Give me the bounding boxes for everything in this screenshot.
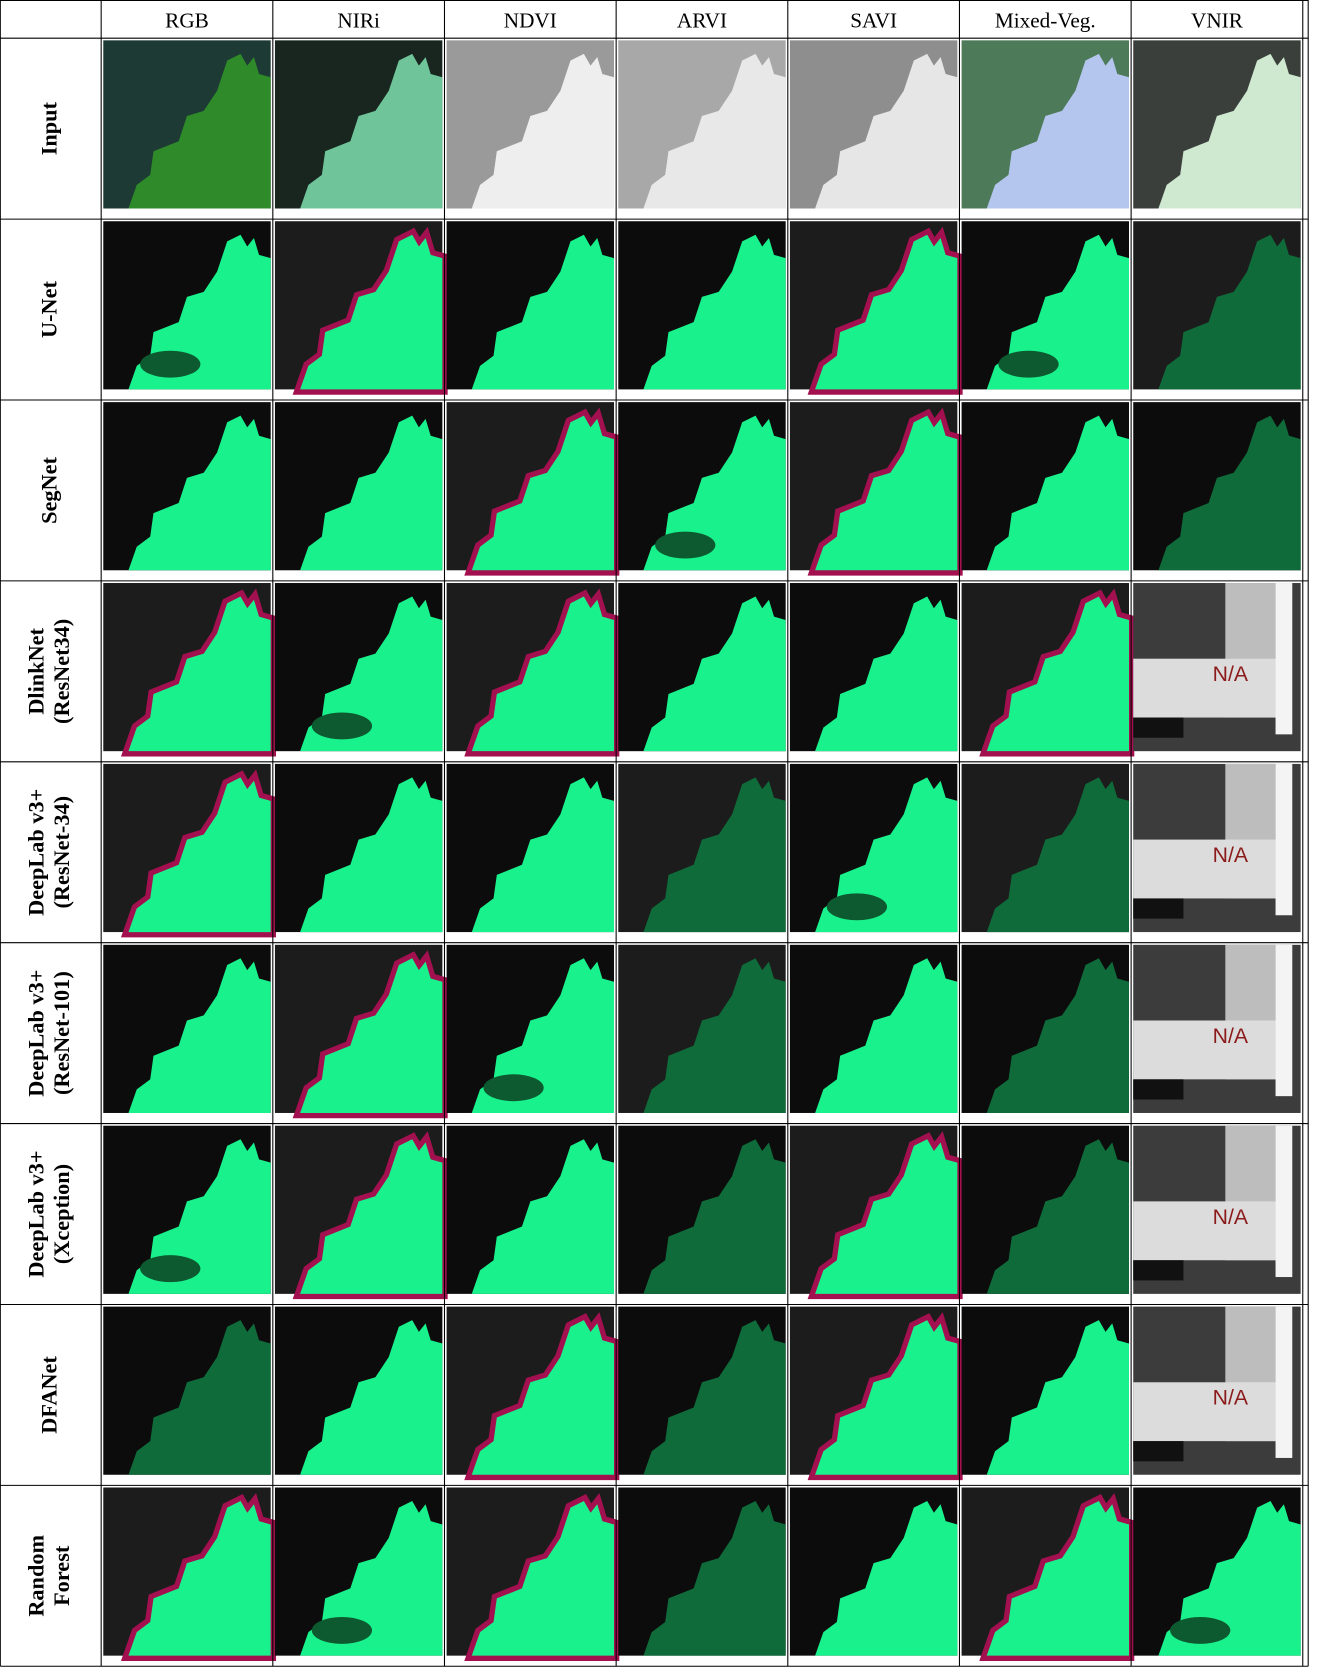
row-label: Forest	[49, 1545, 74, 1606]
row-label: U-Net	[36, 281, 61, 338]
na-block	[1133, 1079, 1183, 1099]
na-block	[1133, 659, 1284, 718]
row-label: DlinkNet	[24, 627, 49, 714]
na-block	[1133, 1260, 1183, 1280]
na-text: N/A	[1213, 663, 1249, 686]
thumbnail-patch	[312, 1617, 372, 1644]
na-block	[1276, 583, 1293, 734]
row-label: DeepLab v3+	[24, 1150, 49, 1277]
thumbnail-patch	[140, 351, 200, 378]
row-label: Input	[36, 101, 61, 155]
column-header: ARVI	[677, 9, 727, 33]
page: RGB NIRi NDVI ARVI SAVI Mixed-Veg. VNIR Input U-…	[0, 0, 1317, 1672]
thumbnail-patch	[483, 1074, 543, 1101]
na-block	[1133, 1441, 1183, 1461]
na-block	[1276, 945, 1293, 1096]
row-label: DeepLab v3+	[24, 970, 49, 1097]
column-header: VNIR	[1191, 9, 1244, 33]
na-block	[1133, 1382, 1284, 1441]
na-block	[1133, 840, 1284, 899]
row-label: DFANet	[36, 1356, 61, 1434]
na-block	[1276, 764, 1293, 915]
thumbnail-patch	[655, 532, 715, 559]
thumbnail-patch	[1170, 1617, 1230, 1644]
row-label: (Xception)	[49, 1164, 74, 1264]
column-header: NDVI	[504, 9, 557, 33]
thumbnail-patch	[827, 893, 887, 920]
thumbnail-patch	[998, 351, 1058, 378]
row-label: (ResNet34)	[49, 619, 74, 724]
na-block	[1133, 1020, 1284, 1079]
na-block	[1133, 1201, 1284, 1260]
na-text: N/A	[1213, 1387, 1249, 1410]
row-label: (ResNet-34)	[49, 796, 74, 909]
row-label: DeepLab v3+	[24, 789, 49, 916]
na-text: N/A	[1213, 844, 1249, 867]
na-block	[1133, 718, 1183, 738]
row-label: SegNet	[36, 456, 61, 523]
na-block	[1133, 898, 1183, 918]
figure-table: RGB NIRi NDVI ARVI SAVI Mixed-Veg. VNIR Input U-…	[0, 0, 1317, 1672]
thumbnail-patch	[312, 713, 372, 740]
na-text: N/A	[1213, 1206, 1249, 1229]
thumbnail-patch	[140, 1255, 200, 1282]
column-header: SAVI	[850, 9, 897, 33]
row-label: (ResNet-101)	[49, 971, 74, 1095]
na-block	[1276, 1126, 1293, 1277]
column-header: RGB	[165, 9, 209, 33]
row-label: Random	[24, 1535, 49, 1617]
na-text: N/A	[1213, 1025, 1249, 1048]
column-header: Mixed-Veg.	[995, 9, 1096, 33]
na-block	[1276, 1307, 1293, 1458]
column-header: NIRi	[337, 9, 380, 33]
